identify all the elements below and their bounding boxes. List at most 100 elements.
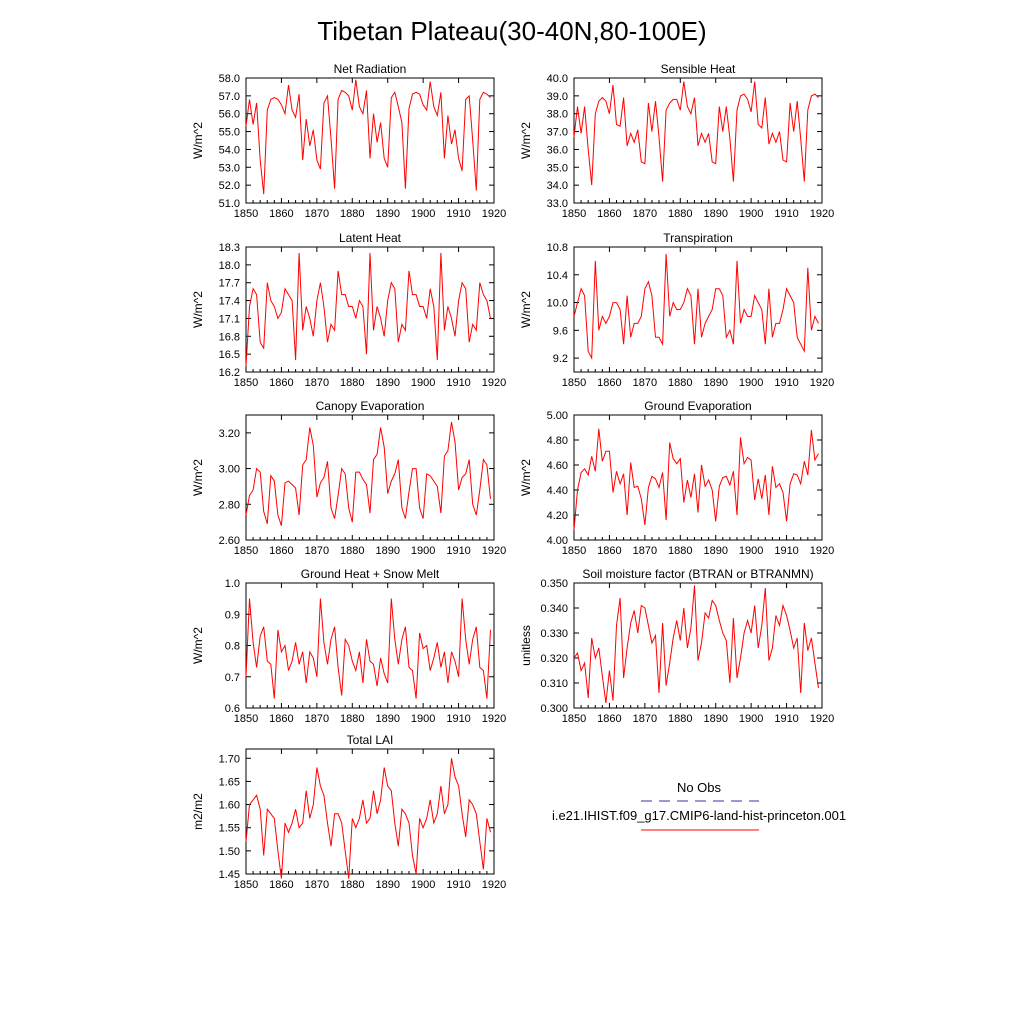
- plot-frame: [573, 77, 823, 204]
- y-tick-label: 4.20: [547, 510, 568, 522]
- panel-title: Transpiration: [663, 231, 733, 245]
- y-tick-label: 10.8: [547, 242, 568, 254]
- y-tick-label: 4.80: [547, 435, 568, 447]
- x-tick-label: 1860: [269, 713, 293, 725]
- y-axis-label: W/m^2: [191, 122, 205, 159]
- y-tick-label: 10.0: [547, 298, 568, 310]
- x-tick-label: 1860: [269, 208, 293, 220]
- y-tick-label: 16.5: [219, 349, 240, 361]
- panel-title: Soil moisture factor (BTRAN or BTRANMN): [582, 567, 813, 581]
- x-tick-label: 1870: [633, 208, 657, 220]
- x-tick-label: 1890: [375, 713, 399, 725]
- x-tick-label: 1910: [446, 545, 470, 557]
- y-tick-label: 18.3: [219, 242, 240, 254]
- x-tick-label: 1870: [633, 713, 657, 725]
- y-tick-label: 0.330: [540, 628, 568, 640]
- x-tick-label: 1850: [234, 377, 258, 389]
- x-tick-label: 1910: [774, 377, 798, 389]
- x-tick-label: 1850: [562, 545, 586, 557]
- plot-frame: [573, 414, 823, 541]
- x-tick-label: 1890: [703, 208, 727, 220]
- x-tick-label: 1870: [633, 377, 657, 389]
- y-tick-label: 1.70: [219, 753, 240, 765]
- y-tick-label: 34.0: [547, 180, 568, 192]
- series-line: [245, 252, 491, 367]
- x-tick-label: 1880: [340, 713, 364, 725]
- y-tick-label: 9.2: [553, 353, 568, 365]
- series-line: [245, 598, 491, 699]
- y-axis-label: m2/m2: [191, 793, 205, 830]
- y-tick-label: 5.00: [547, 410, 568, 422]
- y-tick-label: 56.0: [219, 109, 240, 121]
- x-tick-label: 1890: [375, 208, 399, 220]
- x-tick-label: 1860: [269, 879, 293, 891]
- x-tick-label: 1850: [562, 208, 586, 220]
- y-tick-label: 17.7: [219, 278, 240, 290]
- y-tick-label: 2.60: [219, 535, 240, 547]
- x-tick-label: 1850: [234, 879, 258, 891]
- panel-soil-moisture-factor-btran-or-btranmn: Soil moisture factor (BTRAN or BTRANMN) u…: [519, 567, 834, 725]
- y-tick-label: 1.55: [219, 823, 240, 835]
- x-tick-label: 1900: [411, 545, 435, 557]
- y-tick-label: 36.0: [547, 144, 568, 156]
- y-axis-label: W/m^2: [191, 291, 205, 328]
- y-tick-label: 55.0: [219, 127, 240, 139]
- y-axis-label: W/m^2: [191, 627, 205, 664]
- plot-frame: [573, 582, 823, 709]
- x-tick-label: 1880: [340, 545, 364, 557]
- y-tick-label: 0.310: [540, 678, 568, 690]
- x-tick-label: 1880: [340, 208, 364, 220]
- x-tick-label: 1900: [411, 208, 435, 220]
- x-tick-label: 1870: [305, 879, 329, 891]
- x-tick-label: 1860: [269, 545, 293, 557]
- x-tick-label: 1900: [739, 713, 763, 725]
- y-tick-label: 10.4: [547, 270, 568, 282]
- panel-title: Net Radiation: [334, 62, 407, 76]
- x-tick-label: 1900: [411, 713, 435, 725]
- panel-title: Sensible Heat: [661, 62, 736, 76]
- x-tick-label: 1890: [703, 545, 727, 557]
- y-tick-label: 0.340: [540, 603, 568, 615]
- plot-frame: [245, 77, 495, 204]
- y-tick-label: 1.65: [219, 776, 240, 788]
- x-tick-label: 1850: [234, 713, 258, 725]
- y-tick-label: 51.0: [219, 198, 240, 210]
- panel-title: Latent Heat: [339, 231, 402, 245]
- y-tick-label: 0.6: [225, 703, 240, 715]
- x-tick-label: 1920: [810, 713, 834, 725]
- x-tick-label: 1860: [597, 713, 621, 725]
- y-tick-label: 37.0: [547, 127, 568, 139]
- y-tick-label: 35.0: [547, 162, 568, 174]
- x-tick-label: 1860: [597, 208, 621, 220]
- legend-model-label: i.e21.IHIST.f09_g17.CMIP6-land-hist-prin…: [552, 808, 846, 823]
- series-line: [573, 585, 819, 704]
- x-tick-label: 1910: [446, 377, 470, 389]
- y-tick-label: 58.0: [219, 73, 240, 85]
- x-tick-label: 1920: [482, 879, 506, 891]
- x-tick-label: 1850: [562, 377, 586, 389]
- x-tick-label: 1910: [446, 208, 470, 220]
- x-tick-label: 1890: [375, 879, 399, 891]
- y-tick-label: 38.0: [547, 109, 568, 121]
- x-tick-label: 1850: [562, 713, 586, 725]
- plot-frame: [245, 748, 495, 875]
- plot-frame: [573, 246, 823, 373]
- x-tick-label: 1870: [305, 377, 329, 389]
- x-tick-label: 1900: [411, 879, 435, 891]
- y-tick-label: 1.50: [219, 846, 240, 858]
- y-tick-label: 1.45: [219, 869, 240, 881]
- x-tick-label: 1870: [633, 545, 657, 557]
- x-tick-label: 1910: [446, 713, 470, 725]
- y-axis-label: W/m^2: [519, 122, 533, 159]
- y-tick-label: 0.350: [540, 578, 568, 590]
- x-tick-label: 1870: [305, 208, 329, 220]
- x-tick-label: 1910: [774, 208, 798, 220]
- y-axis-label: W/m^2: [519, 459, 533, 496]
- plot-frame: [245, 246, 495, 373]
- panel-grid: Net Radiation W/m^2 1850 1860 1870 1880 1890 19…: [191, 62, 834, 891]
- panel-title: Canopy Evaporation: [316, 399, 425, 413]
- x-tick-label: 1880: [668, 208, 692, 220]
- x-tick-label: 1920: [482, 713, 506, 725]
- x-tick-label: 1920: [482, 377, 506, 389]
- x-tick-label: 1910: [774, 713, 798, 725]
